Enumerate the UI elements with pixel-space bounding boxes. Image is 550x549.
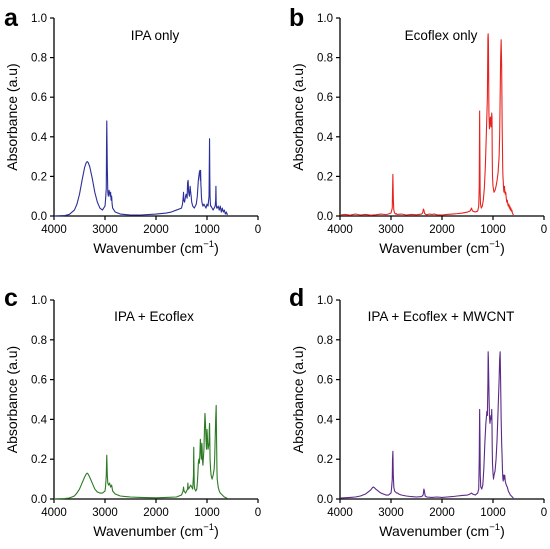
x-tick-label: 0 xyxy=(255,224,261,236)
spectrum-line xyxy=(53,120,228,217)
x-axis-title: Wavenumber (cm−1) xyxy=(93,522,218,539)
panel-title: IPA + Ecoflex xyxy=(114,309,194,324)
x-tick-label: 1000 xyxy=(194,507,220,519)
x-tick-label: 3000 xyxy=(92,507,118,519)
x-tick-label: 3000 xyxy=(378,224,404,236)
x-axis-title: Wavenumber (cm−1) xyxy=(93,239,218,256)
y-axis-title: Absorbance (a.u) xyxy=(290,63,306,170)
y-tick-label: 0.8 xyxy=(31,335,47,347)
panel-title: IPA + Ecoflex + MWCNT xyxy=(368,309,515,324)
x-tick-label: 2000 xyxy=(143,507,169,519)
panel-d: d 0.0 0.2 0.4 0.6 0.8 1.0 4000 3000 2000 1000 0 Wave… xyxy=(289,284,547,539)
y-tick-label: 0.6 xyxy=(31,92,47,104)
spectrum-line xyxy=(339,351,514,499)
y-tick-label: 0.6 xyxy=(317,375,333,387)
y-tick-label: 0.4 xyxy=(31,414,48,426)
x-tick-label: 4000 xyxy=(41,507,67,519)
x-tick-label: 1000 xyxy=(480,507,506,519)
y-tick-label: 0.0 xyxy=(317,494,333,506)
y-tick-label: 0.4 xyxy=(31,132,48,144)
x-tick-label: 3000 xyxy=(378,507,404,519)
panel-title: IPA only xyxy=(131,28,180,43)
x-tick-label: 2000 xyxy=(429,507,455,519)
x-tick-label: 4000 xyxy=(327,224,353,236)
x-tick-label: 4000 xyxy=(41,224,67,236)
x-tick-label: 2000 xyxy=(429,224,455,236)
panel-letter: c xyxy=(4,284,18,312)
panel-b: b 0.0 0.2 0.4 0.6 0.8 1.0 4000 3000 2000 1000 0 Wave… xyxy=(289,4,547,256)
x-axis-title: Wavenumber (cm−1) xyxy=(379,239,504,256)
panel-c: c 0.0 0.2 0.4 0.6 0.8 1.0 4000 3000 2000 1000 0 Wave… xyxy=(4,284,261,539)
x-tick-label: 4000 xyxy=(327,507,353,519)
x-axis-title: Wavenumber (cm−1) xyxy=(379,522,504,539)
y-tick-label: 0.4 xyxy=(317,132,334,144)
panel-letter: b xyxy=(289,4,304,32)
y-tick-label: 0.0 xyxy=(31,211,47,223)
y-tick-label: 0.6 xyxy=(317,92,333,104)
y-axis-title: Absorbance (a.u) xyxy=(290,346,306,453)
x-tick-label: 3000 xyxy=(92,224,118,236)
y-axis-title: Absorbance (a.u) xyxy=(4,63,20,170)
y-tick-label: 0.8 xyxy=(317,335,333,347)
spectrum-line xyxy=(53,404,228,500)
x-tick-label: 1000 xyxy=(480,224,506,236)
y-tick-label: 1.0 xyxy=(317,13,333,25)
y-tick-label: 0.2 xyxy=(317,171,333,183)
panel-letter: a xyxy=(4,4,19,32)
y-tick-label: 0.8 xyxy=(317,53,333,65)
y-tick-label: 0.2 xyxy=(31,171,47,183)
y-tick-label: 0.0 xyxy=(317,211,333,223)
y-tick-label: 0.2 xyxy=(317,454,333,466)
y-tick-label: 1.0 xyxy=(317,295,333,307)
y-tick-label: 0.8 xyxy=(31,53,47,65)
panel-title: Ecoflex only xyxy=(405,28,478,43)
x-tick-label: 0 xyxy=(255,507,261,519)
y-axis-title: Absorbance (a.u) xyxy=(4,346,20,453)
spectrum-line xyxy=(339,33,514,216)
y-tick-label: 0.2 xyxy=(31,454,47,466)
x-tick-label: 0 xyxy=(541,224,547,236)
y-tick-label: 1.0 xyxy=(31,13,47,25)
x-tick-label: 2000 xyxy=(143,224,169,236)
x-tick-label: 0 xyxy=(541,507,547,519)
panel-a: a 0.0 0.2 0.4 0.6 0.8 1.0 4000 3000 2000 1000 0 Wave… xyxy=(4,4,261,256)
y-tick-label: 0.0 xyxy=(31,494,47,506)
y-tick-label: 0.4 xyxy=(317,414,334,426)
x-tick-label: 1000 xyxy=(194,224,220,236)
panel-letter: d xyxy=(289,284,304,312)
y-tick-label: 1.0 xyxy=(31,295,47,307)
y-tick-label: 0.6 xyxy=(31,375,47,387)
